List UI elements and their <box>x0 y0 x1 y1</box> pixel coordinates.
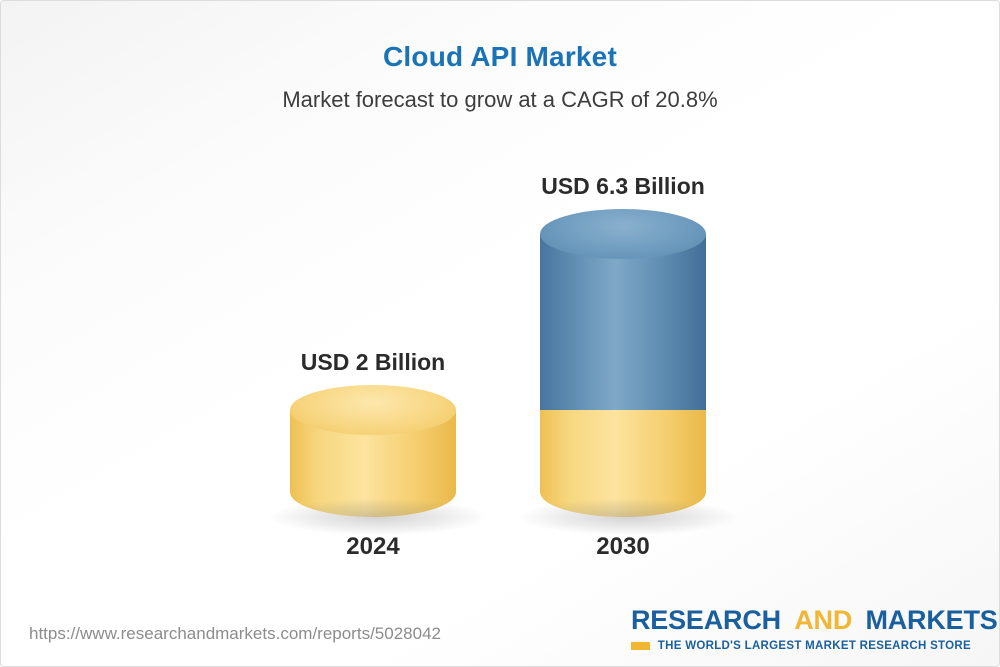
cylinder-top-ellipse <box>290 385 456 435</box>
cylinder-2030 <box>520 208 736 535</box>
year-label-2024: 2024 <box>346 533 400 560</box>
report-url: https://www.researchandmarkets.com/repor… <box>29 624 441 643</box>
logo-word-markets: MARKETS <box>865 605 998 635</box>
chart-title: Cloud API Market <box>383 41 617 72</box>
chart-subtitle: Market forecast to grow at a CAGR of 20.… <box>282 87 718 112</box>
cylinder-top-ellipse <box>540 208 706 259</box>
logo-tagline: THE WORLD'S LARGEST MARKET RESEARCH STOR… <box>657 640 971 652</box>
logo-wordmark: RESEARCH AND MARKETS <box>631 605 998 636</box>
logo-underline-bar <box>631 642 650 650</box>
bar-group-2024: USD 2 Billion 2024 <box>263 349 486 561</box>
value-label-2030: USD 6.3 Billion <box>541 172 705 199</box>
logo-word-research: RESEARCH <box>631 605 781 635</box>
cylinder-shadow <box>270 499 486 535</box>
cylinder-body-yellow <box>540 410 706 517</box>
logo-word-and: AND <box>794 605 853 635</box>
cylinder-shadow <box>520 499 736 535</box>
logo: RESEARCH AND MARKETS THE WORLD'S LARGEST… <box>631 605 998 652</box>
value-label-2024: USD 2 Billion <box>300 349 446 375</box>
cylinder-2024 <box>270 385 486 535</box>
cylinder-body-blue <box>540 233 706 410</box>
bar-group-2030: USD 6.3 Billion 2030 <box>513 172 736 561</box>
logo-tagline-row: THE WORLD'S LARGEST MARKET RESEARCH STOR… <box>631 640 971 652</box>
year-label-2030: 2030 <box>596 533 650 560</box>
